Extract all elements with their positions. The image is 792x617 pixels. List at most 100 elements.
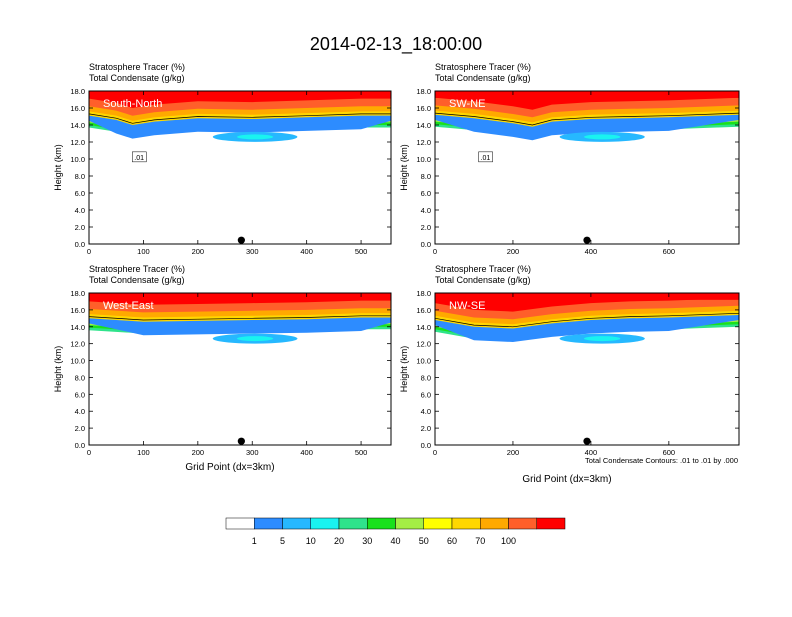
y-tick-label: 14.0: [70, 121, 85, 130]
colorbar-label: 20: [334, 536, 344, 546]
colorbar-swatch: [367, 517, 396, 530]
location-marker: [237, 236, 245, 244]
panel-title: NW-SE: [449, 300, 485, 312]
tracer-low-layer: [89, 115, 391, 139]
colorbar-swatch: [480, 517, 509, 530]
panel-nw-se: Stratosphere Tracer (%)Total Condensate …: [399, 264, 740, 485]
y-tick-label: 14.0: [70, 323, 85, 332]
y-tick-label: 8.0: [421, 373, 431, 382]
figure-title: 2014-02-13_18:00:00: [310, 34, 482, 55]
plot-frame: [88, 292, 392, 446]
y-axis-label: Height (km): [399, 144, 409, 191]
x-tick-label: 300: [246, 448, 259, 457]
y-tick-label: 4.0: [75, 407, 85, 416]
y-tick-label: 4.0: [75, 206, 85, 215]
x-tick-label: 200: [507, 247, 520, 256]
x-tick-label: 400: [585, 247, 598, 256]
x-tick-label: 400: [300, 247, 313, 256]
y-tick-label: 10.0: [70, 155, 85, 164]
x-tick-label: 500: [355, 247, 368, 256]
x-tick-label: 0: [87, 247, 91, 256]
y-tick-label: 10.0: [416, 155, 431, 164]
y-tick-label: 0.0: [421, 240, 431, 249]
x-tick-label: 200: [192, 448, 205, 457]
location-marker: [237, 437, 245, 445]
y-tick-label: 12.0: [416, 340, 431, 349]
tracer-top: [89, 293, 391, 300]
y-tick-label: 16.0: [70, 306, 85, 315]
condensate-contour: [435, 312, 739, 328]
y-tick-label: 2.0: [421, 223, 431, 232]
y-tick-label: 12.0: [70, 340, 85, 349]
panel-west-east: Stratosphere Tracer (%)Total Condensate …: [53, 264, 392, 473]
panel-title: West-East: [103, 300, 154, 312]
y-tick-label: 6.0: [421, 189, 431, 198]
y-tick-label: 8.0: [421, 172, 431, 181]
panel-title: South-North: [103, 98, 162, 110]
x-tick-label: 500: [355, 448, 368, 457]
colorbar-label: 70: [475, 536, 485, 546]
y-tick-label: 12.0: [416, 138, 431, 147]
panel-sw-ne: Stratosphere Tracer (%)Total Condensate …: [399, 62, 740, 256]
y-tick-label: 2.0: [75, 424, 85, 433]
y-tick-label: 6.0: [421, 390, 431, 399]
tracer-core-inner: [583, 134, 621, 140]
y-axis-label: Height (km): [53, 144, 63, 191]
panel-title: SW-NE: [449, 98, 485, 110]
contour-label-box: [132, 151, 147, 163]
y-tick-label: 4.0: [421, 407, 431, 416]
tracer-top: [435, 91, 739, 98]
colorbar-label: 100: [501, 536, 516, 546]
y-tick-label: 14.0: [416, 323, 431, 332]
x-tick-label: 0: [433, 448, 437, 457]
y-tick-label: 18.0: [416, 289, 431, 298]
y-tick-label: 18.0: [416, 87, 431, 96]
colorbar-swatch: [395, 517, 424, 530]
y-tick-label: 6.0: [75, 390, 85, 399]
tracer-low-layer: [89, 317, 391, 336]
x-tick-label: 0: [433, 247, 437, 256]
y-axis-label: Height (km): [53, 346, 63, 393]
y-tick-label: 18.0: [70, 87, 85, 96]
colorbar-swatch: [225, 517, 255, 530]
y-tick-label: 16.0: [70, 104, 85, 113]
tracer-low-layer: [435, 114, 739, 141]
location-marker: [583, 437, 591, 445]
y-tick-label: 16.0: [416, 104, 431, 113]
colorbar-swatch: [423, 517, 453, 530]
colorbar-swatch: [254, 517, 283, 530]
tracer-core-inner: [236, 134, 274, 140]
x-tick-label: 200: [507, 448, 520, 457]
header-line-condensate: Total Condensate (g/kg): [89, 73, 185, 83]
x-tick-label: 600: [663, 247, 676, 256]
header-line-condensate: Total Condensate (g/kg): [435, 73, 531, 83]
plot-area: [89, 293, 391, 344]
colorbar-label: 30: [362, 536, 372, 546]
tracer-top: [89, 91, 391, 98]
location-marker: [583, 236, 591, 244]
x-tick-label: 400: [585, 448, 598, 457]
colorbar-swatch: [310, 517, 340, 530]
colorbar-label: 5: [280, 536, 285, 546]
x-tick-label: 100: [137, 448, 150, 457]
plot-area: [435, 293, 739, 344]
tracer-core-inner: [236, 336, 274, 342]
plot-area: [89, 91, 391, 142]
x-tick-label: 300: [246, 247, 259, 256]
colorbar-swatch: [508, 517, 537, 530]
x-axis-label: Grid Point (dx=3km): [522, 474, 611, 485]
colorbar-label: 10: [306, 536, 316, 546]
contour-footnote: Total Condensate Contours: .01 to .01 by…: [585, 456, 738, 465]
colorbar-swatch: [338, 517, 368, 530]
plot-frame: [88, 90, 392, 245]
plot-frame: [434, 90, 740, 245]
y-tick-label: 4.0: [421, 206, 431, 215]
y-tick-label: 2.0: [421, 424, 431, 433]
y-axis-label: Height (km): [399, 346, 409, 393]
contour-label-box: [478, 151, 493, 163]
x-tick-label: 400: [300, 448, 313, 457]
y-tick-label: 14.0: [416, 121, 431, 130]
tracer-core-inner: [583, 336, 621, 342]
colorbar-label: 60: [447, 536, 457, 546]
